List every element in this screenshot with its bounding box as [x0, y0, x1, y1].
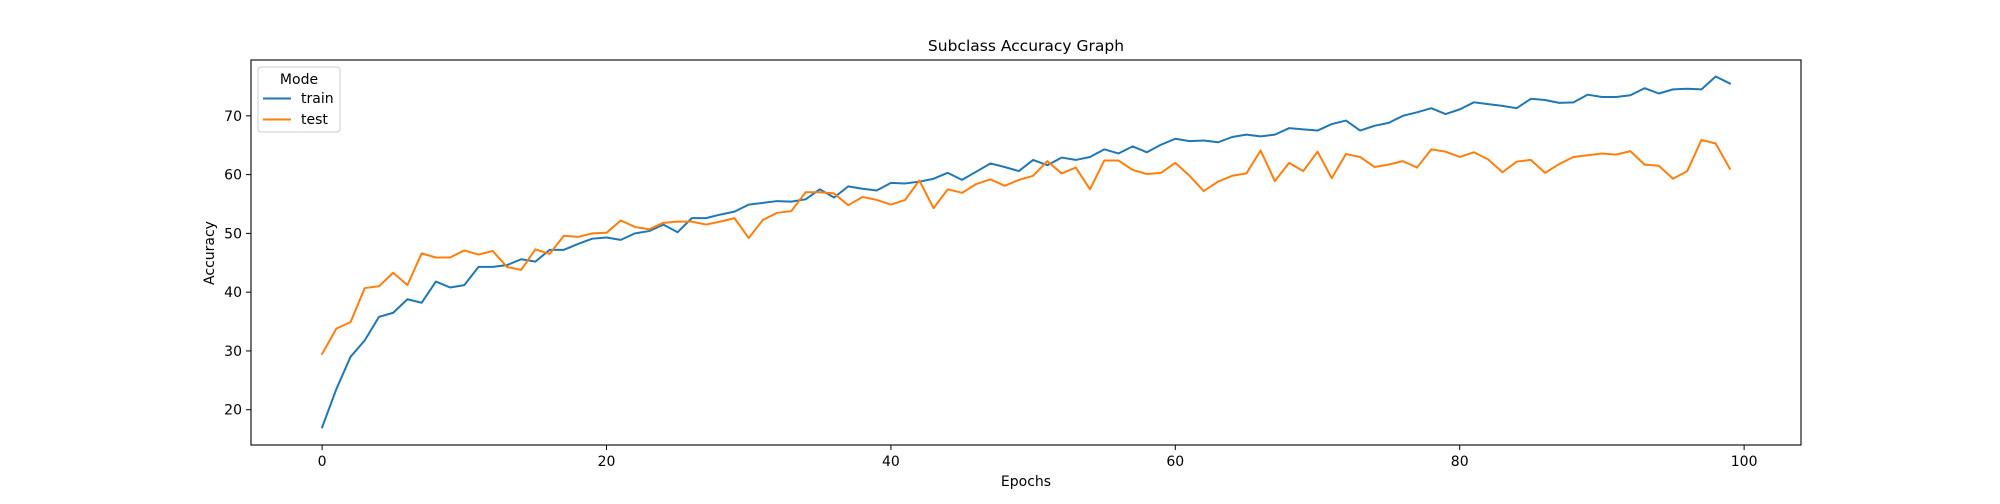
- y-axis-label: Accuracy: [202, 221, 218, 285]
- x-tick-label: 60: [1166, 454, 1184, 470]
- series-lines: [320, 75, 1732, 429]
- x-tick-label: 100: [1731, 454, 1758, 470]
- x-tick-label: 80: [1451, 454, 1469, 470]
- x-axis: 0 20 40 60 80 100: [318, 445, 1758, 470]
- x-axis-label: Epochs: [1001, 474, 1051, 490]
- chart-title: Subclass Accuracy Graph: [928, 37, 1124, 55]
- y-axis: 20 30 40 50 60 70: [224, 109, 251, 419]
- x-tick-label: 40: [882, 454, 900, 470]
- x-tick-label: 20: [598, 454, 616, 470]
- series-line-test: [320, 138, 1732, 356]
- y-tick-label: 70: [224, 109, 242, 125]
- y-tick-label: 20: [224, 403, 242, 419]
- x-tick-label: 0: [318, 454, 327, 470]
- y-tick-label: 30: [224, 344, 242, 360]
- legend-title: Mode: [280, 72, 318, 88]
- plot-area: [250, 59, 1802, 446]
- y-tick-label: 50: [224, 226, 242, 242]
- legend-label-train: train: [301, 91, 334, 107]
- legend-box: [257, 66, 341, 133]
- series-line-train: [320, 75, 1732, 429]
- y-tick-label: 40: [224, 285, 242, 301]
- legend: Mode train test: [257, 66, 341, 133]
- y-tick-label: 60: [224, 168, 242, 184]
- legend-label-test: test: [301, 112, 328, 128]
